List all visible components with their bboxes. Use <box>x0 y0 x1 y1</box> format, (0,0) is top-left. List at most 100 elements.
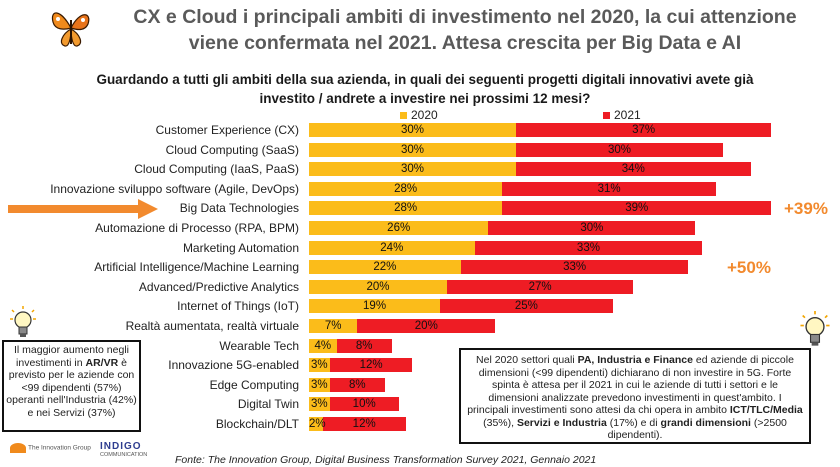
innovation-group-logo-icon <box>10 443 26 453</box>
data-label-2020: 3% <box>311 359 328 371</box>
category-label: Blockchain/DLT <box>215 417 299 431</box>
data-label-2020: 24% <box>380 242 404 254</box>
innovation-group-logo: The Innovation Group <box>10 443 91 453</box>
note-text: Nel 2020 settori quali <box>476 354 578 366</box>
bar-2020 <box>309 182 503 196</box>
bar-2021 <box>329 397 399 411</box>
legend-label-2020: 2020 <box>411 108 438 122</box>
data-label-2020: 30% <box>400 124 425 136</box>
data-label-2020: 22% <box>373 261 397 273</box>
survey-question: Guardando a tutti gli ambiti della sua a… <box>40 70 810 108</box>
growth-badge-big-data: +39% <box>784 199 828 218</box>
note-text: (>2500 dipendenti). <box>607 416 787 442</box>
note-text: ed aziende di piccole dimensioni (<99 di… <box>467 354 794 416</box>
note-emphasis: AR/VR <box>85 356 119 369</box>
data-label-2021: 8% <box>355 340 373 352</box>
category-label: Cloud Computing (SaaS) <box>165 143 299 157</box>
category-label: Edge Computing <box>209 378 299 392</box>
bar-2020 <box>309 260 461 274</box>
legend-swatch-2020 <box>400 112 407 120</box>
bar-2021 <box>516 162 751 176</box>
bar-2020 <box>309 241 475 255</box>
bar-2021 <box>474 241 703 255</box>
bar-2021 <box>447 280 634 294</box>
bar-2021 <box>329 378 385 392</box>
legend-item-2020: 2020 <box>400 108 438 122</box>
data-label-2021: 12% <box>359 359 383 371</box>
indigo-logo-subtext: COMMUNICATION <box>100 452 148 458</box>
category-label: Marketing Automation <box>182 241 299 255</box>
data-label-2021: 20% <box>414 320 438 332</box>
question-line-1: Guardando a tutti gli ambiti della sua a… <box>96 72 754 87</box>
category-label: Digital Twin <box>237 397 299 411</box>
bar-2020 <box>309 143 516 157</box>
bar-2021 <box>329 358 413 372</box>
indigo-logo: INDIGO COMMUNICATION <box>100 441 147 458</box>
category-label: Internet of Things (IoT) <box>177 299 299 313</box>
category-label: Artificial Intelligence/Machine Learning <box>94 260 299 274</box>
data-label-2020: 30% <box>400 163 425 175</box>
category-label: Customer Experience (CX) <box>155 123 299 137</box>
lightbulb-icon <box>800 311 830 354</box>
note-emphasis: PA, Industria e Finance <box>577 354 693 366</box>
lightbulb-icon <box>10 306 36 345</box>
data-label-2021: 27% <box>528 281 552 293</box>
legend-label-2021: 2021 <box>614 108 641 122</box>
data-label-2021: 8% <box>348 379 366 391</box>
bar-2020 <box>309 221 489 235</box>
data-label-2021: 33% <box>563 261 587 273</box>
data-label-2020: 2% <box>309 418 326 430</box>
data-label-2021: 30% <box>607 144 632 156</box>
data-label-2021: 10% <box>352 398 376 410</box>
data-label-2021: 25% <box>514 300 538 312</box>
bar-2021 <box>502 201 772 215</box>
note-text: (35%), <box>483 416 517 429</box>
source-note: Fonte: The Innovation Group, Digital Bus… <box>175 454 735 466</box>
note-text: Il maggior aumento negli investimenti in <box>14 344 129 369</box>
bar-2020 <box>309 201 503 215</box>
bar-2020 <box>309 280 447 294</box>
data-label-2020: 30% <box>400 144 425 156</box>
legend-item-2021: 2021 <box>603 108 641 122</box>
note-emphasis: Servizi e Industria <box>516 416 607 429</box>
question-line-2: investito / andrete a investire nei pros… <box>259 91 591 106</box>
bar-2021 <box>460 260 689 274</box>
indigo-logo-text: INDIGO <box>100 441 142 452</box>
data-label-2021: 30% <box>580 222 604 234</box>
category-label: Advanced/Predictive Analytics <box>138 280 299 294</box>
note-text: è previsto per le aziende con <99 dipend… <box>6 356 137 419</box>
bar-2021 <box>440 299 613 313</box>
note-ar-vr: Il maggior aumento negli investimenti in… <box>2 340 141 432</box>
category-label: Innovazione 5G-enabled <box>168 358 299 372</box>
data-label-2020: 19% <box>363 300 387 312</box>
category-label: Innovazione sviluppo software (Agile, De… <box>50 182 299 196</box>
bar-2021 <box>357 319 496 333</box>
butterfly-logo-icon <box>50 6 92 55</box>
bar-2021 <box>336 339 392 353</box>
page-title: CX e Cloud i principali ambiti di invest… <box>95 4 835 56</box>
data-label-2021: 12% <box>352 418 376 430</box>
data-label-2021: 34% <box>621 163 645 175</box>
legend-swatch-2021 <box>603 112 610 120</box>
data-label-2020: 26% <box>387 222 411 234</box>
bar-2020 <box>309 123 516 137</box>
bar-2021 <box>502 182 717 196</box>
data-label-2020: 7% <box>324 320 342 332</box>
bar-2020 <box>309 358 330 372</box>
data-label-2020: 4% <box>314 340 332 352</box>
category-label: Realtà aumentata, realtà virtuale <box>125 319 299 333</box>
bar-2020 <box>309 339 337 353</box>
data-label-2020: 20% <box>366 281 390 293</box>
data-label-2020: 28% <box>394 183 418 195</box>
source-text: : The Innovation Group, Digital Business… <box>201 454 597 466</box>
data-label-2020: 3% <box>311 398 328 410</box>
data-label-2021: 39% <box>625 202 649 214</box>
bar-2020 <box>309 417 323 431</box>
title-line-2: viene confermata nel 2021. Attesa cresci… <box>188 32 742 54</box>
bar-2021 <box>488 221 696 235</box>
data-label-2021: 31% <box>597 183 621 195</box>
bar-2021 <box>516 123 772 137</box>
note-emphasis: grandi dimensioni <box>660 416 751 429</box>
growth-badge-ai: +50% <box>727 258 771 277</box>
bar-2021 <box>322 417 406 431</box>
